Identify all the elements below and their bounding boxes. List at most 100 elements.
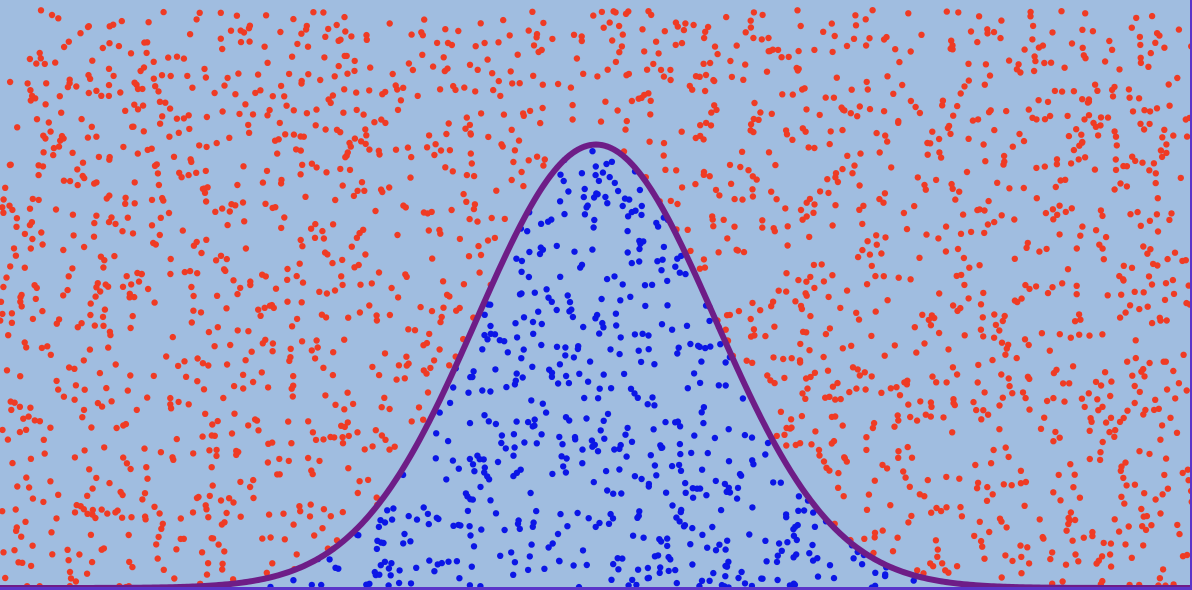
rejected-point — [442, 26, 449, 33]
rejected-point — [388, 284, 395, 292]
rejected-point — [21, 339, 28, 346]
rejected-point — [443, 291, 451, 298]
accepted-point — [684, 385, 691, 392]
rejected-point — [342, 154, 349, 161]
rejected-point — [40, 436, 47, 443]
rejected-point — [1081, 116, 1088, 123]
rejected-point — [1136, 388, 1144, 396]
rejected-point — [943, 379, 950, 386]
accepted-point — [664, 535, 671, 542]
rejected-point — [1157, 510, 1164, 517]
rejected-point — [463, 171, 471, 179]
rejected-point — [320, 9, 327, 16]
rejected-point — [781, 431, 788, 438]
rejected-point — [277, 82, 285, 90]
rejected-point — [449, 168, 456, 175]
rejected-point — [737, 163, 744, 171]
rejected-point — [115, 42, 123, 50]
rejected-point — [922, 411, 929, 418]
accepted-point — [413, 564, 420, 571]
rejected-point — [825, 189, 832, 197]
rejected-point — [232, 91, 239, 98]
rejected-point — [1009, 143, 1016, 150]
rejected-point — [87, 311, 94, 319]
accepted-point — [579, 547, 587, 554]
accepted-point — [610, 490, 617, 497]
rejected-point — [856, 372, 863, 379]
accepted-point — [531, 416, 538, 423]
rejected-point — [789, 136, 796, 143]
rejected-point — [367, 64, 374, 71]
rejected-point — [219, 108, 226, 115]
rejected-point — [29, 235, 36, 243]
rejected-point — [1146, 217, 1154, 224]
rejected-point — [1068, 205, 1076, 212]
rejected-point — [386, 311, 394, 319]
rejected-point — [439, 278, 447, 285]
rejected-point — [47, 351, 54, 358]
accepted-point — [677, 467, 685, 474]
rejected-point — [28, 92, 36, 100]
rejected-point — [501, 215, 508, 223]
rejected-point — [142, 516, 149, 523]
rejected-point — [290, 372, 297, 380]
rejected-point — [895, 274, 902, 281]
rejected-point — [428, 208, 435, 216]
rejected-point — [816, 111, 823, 119]
rejected-point — [932, 537, 940, 544]
accepted-point — [426, 557, 433, 564]
accepted-point — [619, 202, 626, 210]
accepted-point — [585, 515, 592, 522]
rejected-point — [1091, 166, 1099, 173]
rejected-point — [69, 265, 76, 272]
rejected-point — [1164, 485, 1172, 492]
accepted-point — [545, 294, 552, 301]
rejected-point — [1115, 528, 1123, 535]
rejected-point — [1183, 551, 1191, 559]
rejected-point — [379, 91, 386, 98]
rejected-point — [844, 152, 851, 159]
rejected-point — [298, 338, 306, 345]
rejected-point — [1138, 505, 1145, 513]
rejected-point — [242, 245, 250, 252]
rejected-point — [871, 529, 879, 536]
rejected-point — [283, 102, 290, 109]
rejected-point — [262, 200, 269, 207]
rejected-point — [991, 311, 998, 318]
accepted-point — [636, 245, 643, 253]
rejected-point — [209, 421, 216, 428]
accepted-point — [715, 382, 722, 389]
rejected-point — [700, 34, 708, 42]
rejected-point — [881, 352, 888, 359]
accepted-point — [445, 558, 452, 565]
accepted-point — [722, 359, 729, 366]
accepted-point — [576, 370, 583, 377]
rejected-point — [99, 44, 107, 52]
rejected-point — [1094, 87, 1101, 95]
rejected-point — [470, 172, 478, 180]
accepted-point — [537, 220, 545, 227]
rejected-point — [1009, 390, 1016, 397]
accepted-point — [464, 507, 472, 515]
rejected-point — [230, 499, 237, 506]
rejected-point — [186, 267, 194, 275]
accepted-point — [790, 526, 797, 533]
rejected-point — [237, 478, 244, 486]
accepted-point — [673, 514, 680, 521]
rejected-point — [288, 440, 295, 447]
rejected-point — [1017, 480, 1025, 487]
accepted-point — [628, 208, 635, 216]
rejected-point — [154, 555, 161, 562]
accepted-point — [562, 344, 569, 351]
accepted-point — [717, 506, 725, 514]
rejected-point — [733, 42, 740, 49]
rejected-point — [246, 483, 254, 491]
accepted-point — [668, 462, 676, 470]
accepted-point — [533, 507, 540, 515]
accepted-point — [516, 525, 523, 533]
rejected-point — [880, 108, 888, 115]
accepted-point — [739, 395, 747, 402]
accepted-point — [619, 281, 626, 288]
rejected-point — [660, 139, 668, 147]
rejected-point — [1000, 481, 1007, 488]
